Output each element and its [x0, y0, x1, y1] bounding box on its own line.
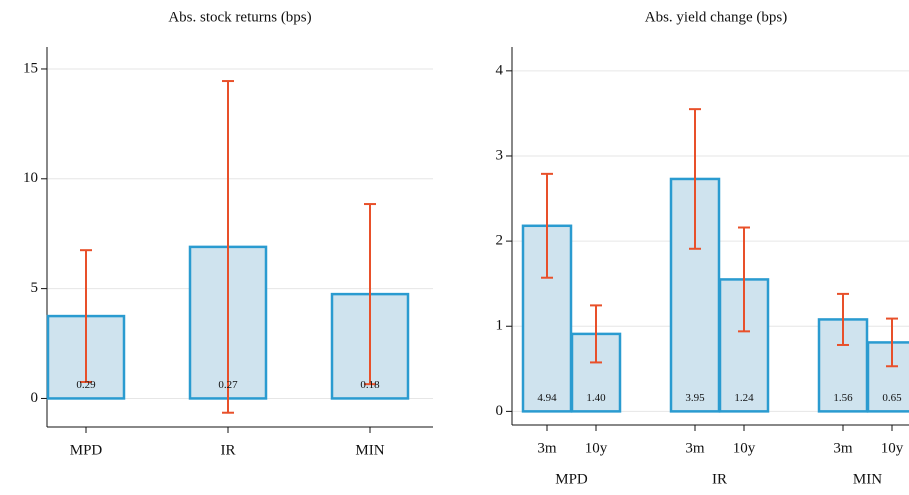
- bar-label: 1.56: [833, 392, 853, 404]
- y-tick-label: 4: [496, 62, 504, 78]
- bar-label: 0.65: [882, 392, 902, 404]
- y-tick-label: 0: [496, 403, 504, 419]
- group-label: IR: [712, 471, 727, 487]
- x-tick-label: 10y: [733, 440, 756, 456]
- chart-title: Abs. stock returns (bps): [168, 9, 311, 25]
- y-tick-label: 10: [23, 170, 38, 186]
- y-tick-label: 15: [23, 60, 38, 76]
- group-label: MPD: [555, 471, 588, 487]
- x-tick-label: 3m: [833, 440, 853, 456]
- x-tick-label: 3m: [685, 440, 705, 456]
- bar-label: 1.24: [734, 392, 754, 404]
- y-tick-label: 2: [496, 233, 504, 249]
- x-tick-label: MIN: [355, 442, 384, 458]
- bar-label: 0.29: [76, 379, 96, 391]
- bar-label: 0.27: [218, 379, 238, 391]
- x-tick-label: IR: [221, 442, 236, 458]
- x-tick-label: 3m: [537, 440, 557, 456]
- group-label: MIN: [853, 471, 882, 487]
- y-tick-label: 5: [31, 280, 39, 296]
- y-tick-label: 3: [496, 147, 504, 163]
- y-tick-label: 1: [496, 318, 504, 334]
- y-tick-label: 0: [31, 390, 39, 406]
- bar-label: 1.40: [586, 392, 606, 404]
- bar-label: 3.95: [685, 392, 705, 404]
- bar-label: 0.18: [360, 379, 380, 391]
- x-tick-label: 10y: [585, 440, 608, 456]
- bar-label: 4.94: [537, 392, 557, 404]
- x-tick-label: 10y: [881, 440, 904, 456]
- x-tick-label: MPD: [70, 442, 103, 458]
- chart-title: Abs. yield change (bps): [645, 9, 787, 25]
